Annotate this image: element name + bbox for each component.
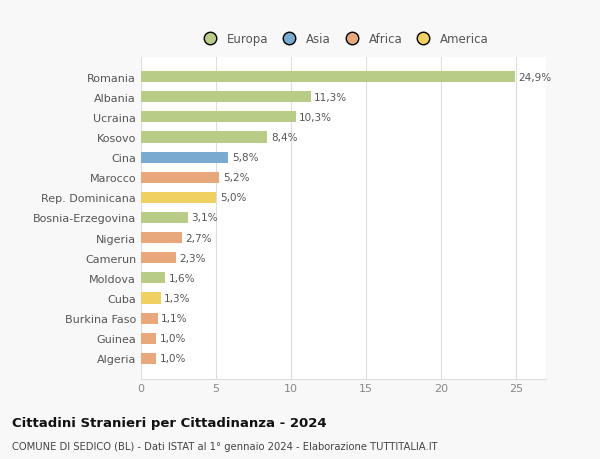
Text: Cittadini Stranieri per Cittadinanza - 2024: Cittadini Stranieri per Cittadinanza - 2… (12, 416, 326, 429)
Text: 10,3%: 10,3% (299, 112, 332, 123)
Bar (141, 333, 156, 344)
Bar (141, 213, 187, 224)
Text: 1,0%: 1,0% (160, 334, 186, 343)
Text: 2,7%: 2,7% (185, 233, 212, 243)
Bar (141, 72, 515, 83)
Text: 1,6%: 1,6% (169, 273, 195, 283)
Bar (141, 192, 216, 203)
Text: 1,1%: 1,1% (161, 313, 188, 324)
Text: 5,2%: 5,2% (223, 173, 249, 183)
Text: 3,1%: 3,1% (191, 213, 218, 223)
Text: 11,3%: 11,3% (314, 93, 347, 102)
Text: 5,8%: 5,8% (232, 153, 258, 163)
Text: 1,3%: 1,3% (164, 293, 191, 303)
Bar (141, 92, 311, 103)
Bar (141, 252, 176, 264)
Text: 1,0%: 1,0% (160, 353, 186, 364)
Bar (141, 172, 219, 184)
Text: 24,9%: 24,9% (518, 73, 551, 83)
Text: 2,3%: 2,3% (179, 253, 206, 263)
Bar (141, 132, 267, 143)
Text: COMUNE DI SEDICO (BL) - Dati ISTAT al 1° gennaio 2024 - Elaborazione TUTTITALIA.: COMUNE DI SEDICO (BL) - Dati ISTAT al 1°… (12, 441, 437, 451)
Bar (141, 233, 182, 244)
Bar (141, 112, 296, 123)
Bar (141, 313, 157, 324)
Bar (141, 353, 156, 364)
Bar (141, 152, 228, 163)
Text: 5,0%: 5,0% (220, 193, 246, 203)
Text: 8,4%: 8,4% (271, 133, 297, 143)
Bar (141, 273, 165, 284)
Legend: Europa, Asia, Africa, America: Europa, Asia, Africa, America (194, 28, 493, 50)
Bar (141, 293, 161, 304)
